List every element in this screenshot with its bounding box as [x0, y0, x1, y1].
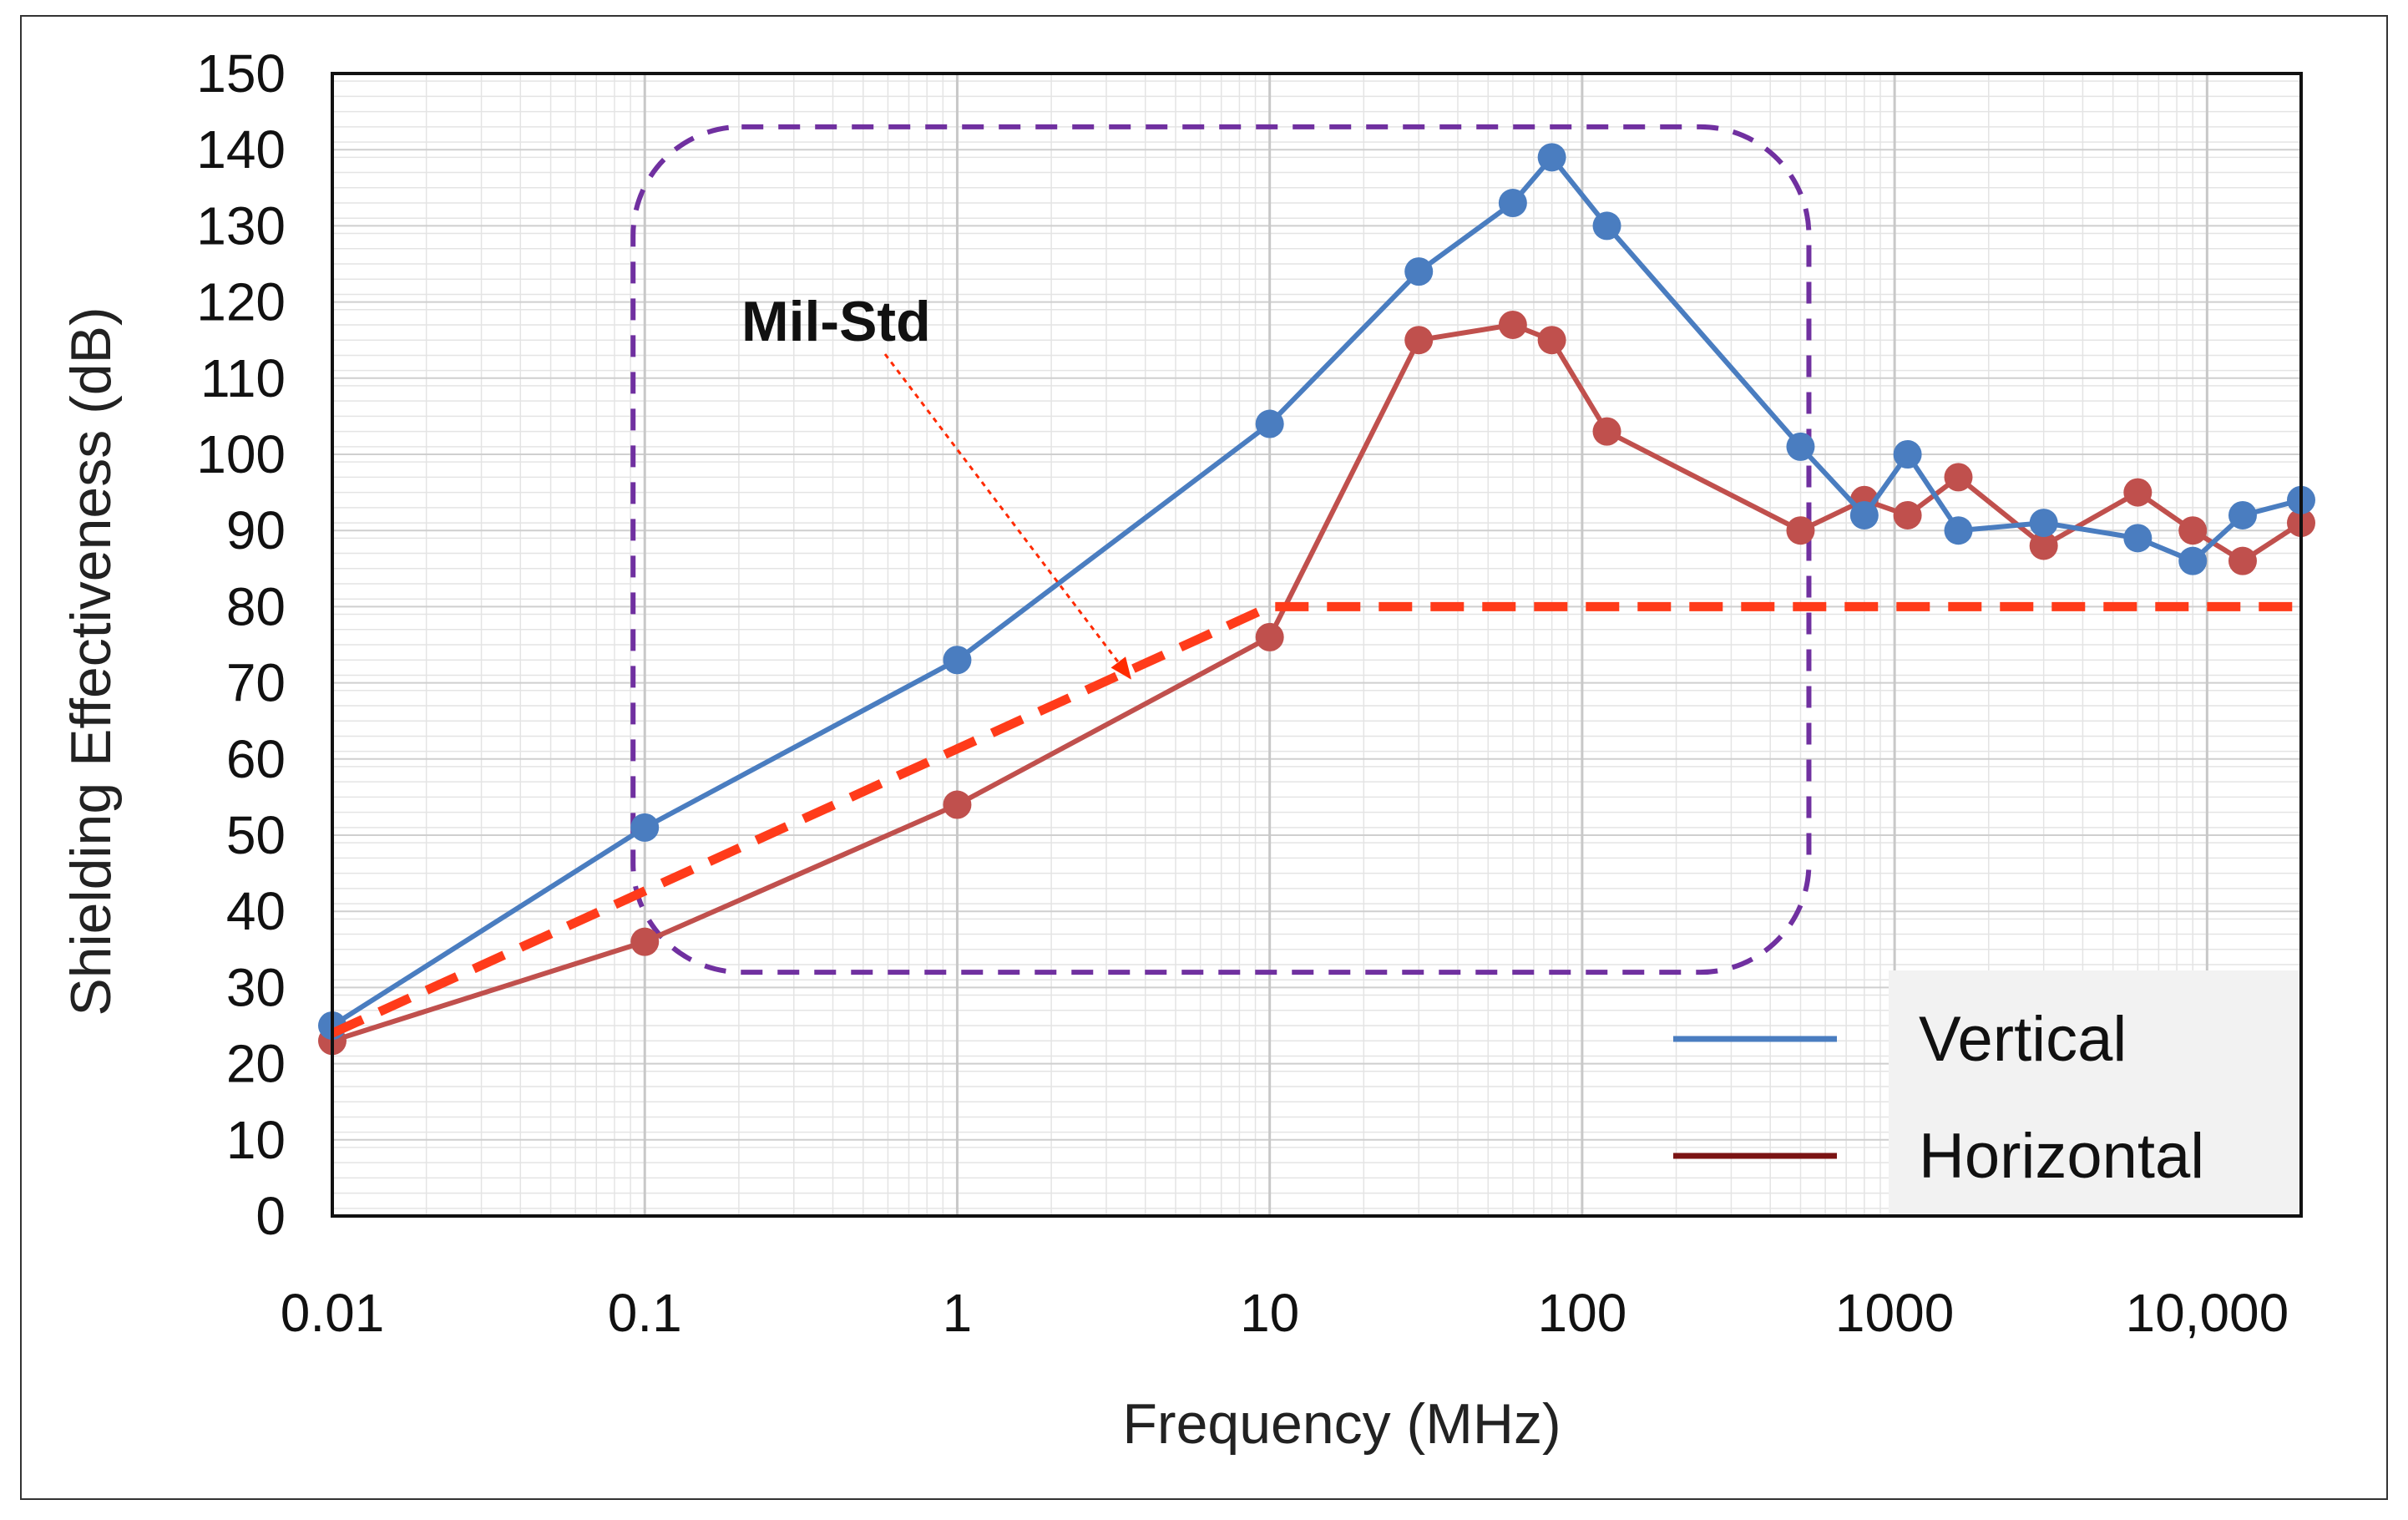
data-point-vertical: [1592, 211, 1621, 241]
highlight-box: [630, 124, 1812, 975]
x-tick-label: 1000: [1835, 1283, 1954, 1343]
y-tick-label: 140: [196, 119, 286, 180]
x-tick-label: 0.1: [608, 1283, 682, 1343]
data-point-horizontal: [1893, 500, 1922, 529]
data-point-horizontal: [1786, 516, 1815, 545]
y-tick-label: 10: [226, 1110, 286, 1170]
x-tick-label: 10,000: [2125, 1283, 2289, 1343]
data-point-horizontal: [943, 790, 972, 819]
series-vertical: [318, 143, 2315, 1040]
data-point-vertical: [1255, 409, 1284, 438]
y-tick-label: 60: [226, 729, 286, 789]
series-horizontal: [318, 310, 2315, 1056]
series-mil-std: [330, 601, 2301, 1038]
annotation-arrow-line: [883, 353, 1133, 681]
y-tick-label: 150: [196, 43, 286, 104]
series-layer: [318, 143, 2315, 1056]
data-point-vertical: [943, 646, 972, 675]
data-point-horizontal: [1255, 622, 1284, 651]
y-axis-tick-labels: 0 10 20 30 40 50 60 70 80 90 100 110 120 130 140 150: [196, 43, 286, 1246]
data-point-vertical: [2178, 546, 2208, 575]
data-point-vertical: [1404, 257, 1434, 286]
data-point-vertical: [2228, 500, 2257, 529]
data-point-horizontal: [1592, 417, 1621, 446]
y-tick-label: 90: [226, 500, 286, 560]
annotation-label-mil-std: Mil-Std: [741, 290, 931, 353]
legend: Vertical Horizontal: [1673, 970, 2299, 1214]
data-point-horizontal: [1404, 326, 1434, 355]
highlight-region: [630, 124, 1812, 975]
y-tick-label: 80: [226, 576, 286, 636]
x-axis-title: Frequency (MHz): [1122, 1392, 1561, 1456]
data-point-horizontal: [2123, 478, 2153, 507]
annotation-layer: Mil-Std: [741, 290, 1133, 681]
x-tick-label: 0.01: [281, 1283, 385, 1343]
series-line-mil-std: [330, 601, 2301, 1038]
y-tick-label: 120: [196, 272, 286, 332]
legend-background: [1889, 970, 2299, 1214]
data-point-horizontal: [1498, 310, 1527, 339]
x-axis-tick-labels: 0.01 0.1 1 10 100 1000 10,000: [281, 1283, 2289, 1343]
y-tick-label: 30: [226, 957, 286, 1017]
data-point-horizontal: [2178, 516, 2208, 545]
y-tick-label: 110: [200, 348, 286, 408]
data-point-vertical: [1537, 143, 1566, 172]
data-point-vertical: [1498, 189, 1527, 218]
data-point-vertical: [1944, 516, 1973, 545]
data-point-vertical: [2123, 524, 2153, 553]
x-tick-label: 1: [943, 1283, 973, 1343]
legend-label-horizontal: Horizontal: [1919, 1121, 2204, 1192]
chart-frame: [20, 15, 2388, 1500]
data-point-vertical: [1893, 440, 1922, 469]
plot-area-border: [331, 72, 2303, 1218]
y-axis-title: Shielding Effectiveness (dB): [59, 307, 123, 1016]
data-point-vertical: [1786, 432, 1815, 461]
y-tick-label: 130: [196, 195, 286, 256]
y-tick-label: 0: [255, 1186, 286, 1246]
legend-label-vertical: Vertical: [1919, 1004, 2127, 1075]
y-tick-label: 100: [196, 424, 286, 484]
x-tick-label: 10: [1240, 1283, 1299, 1343]
annotation-arrow-head: [1110, 656, 1131, 680]
data-point-vertical: [1849, 500, 1879, 529]
data-point-horizontal: [1537, 326, 1566, 355]
y-tick-label: 50: [226, 805, 286, 865]
y-tick-label: 20: [226, 1034, 286, 1094]
data-point-horizontal: [2029, 531, 2058, 560]
data-point-horizontal: [1944, 463, 1973, 492]
y-tick-label: 70: [226, 653, 286, 713]
data-point-horizontal: [2228, 546, 2257, 575]
data-point-vertical: [630, 813, 660, 842]
data-point-vertical: [2029, 509, 2058, 538]
data-point-horizontal: [630, 927, 660, 956]
x-tick-label: 100: [1538, 1283, 1627, 1343]
y-tick-label: 40: [226, 881, 286, 941]
